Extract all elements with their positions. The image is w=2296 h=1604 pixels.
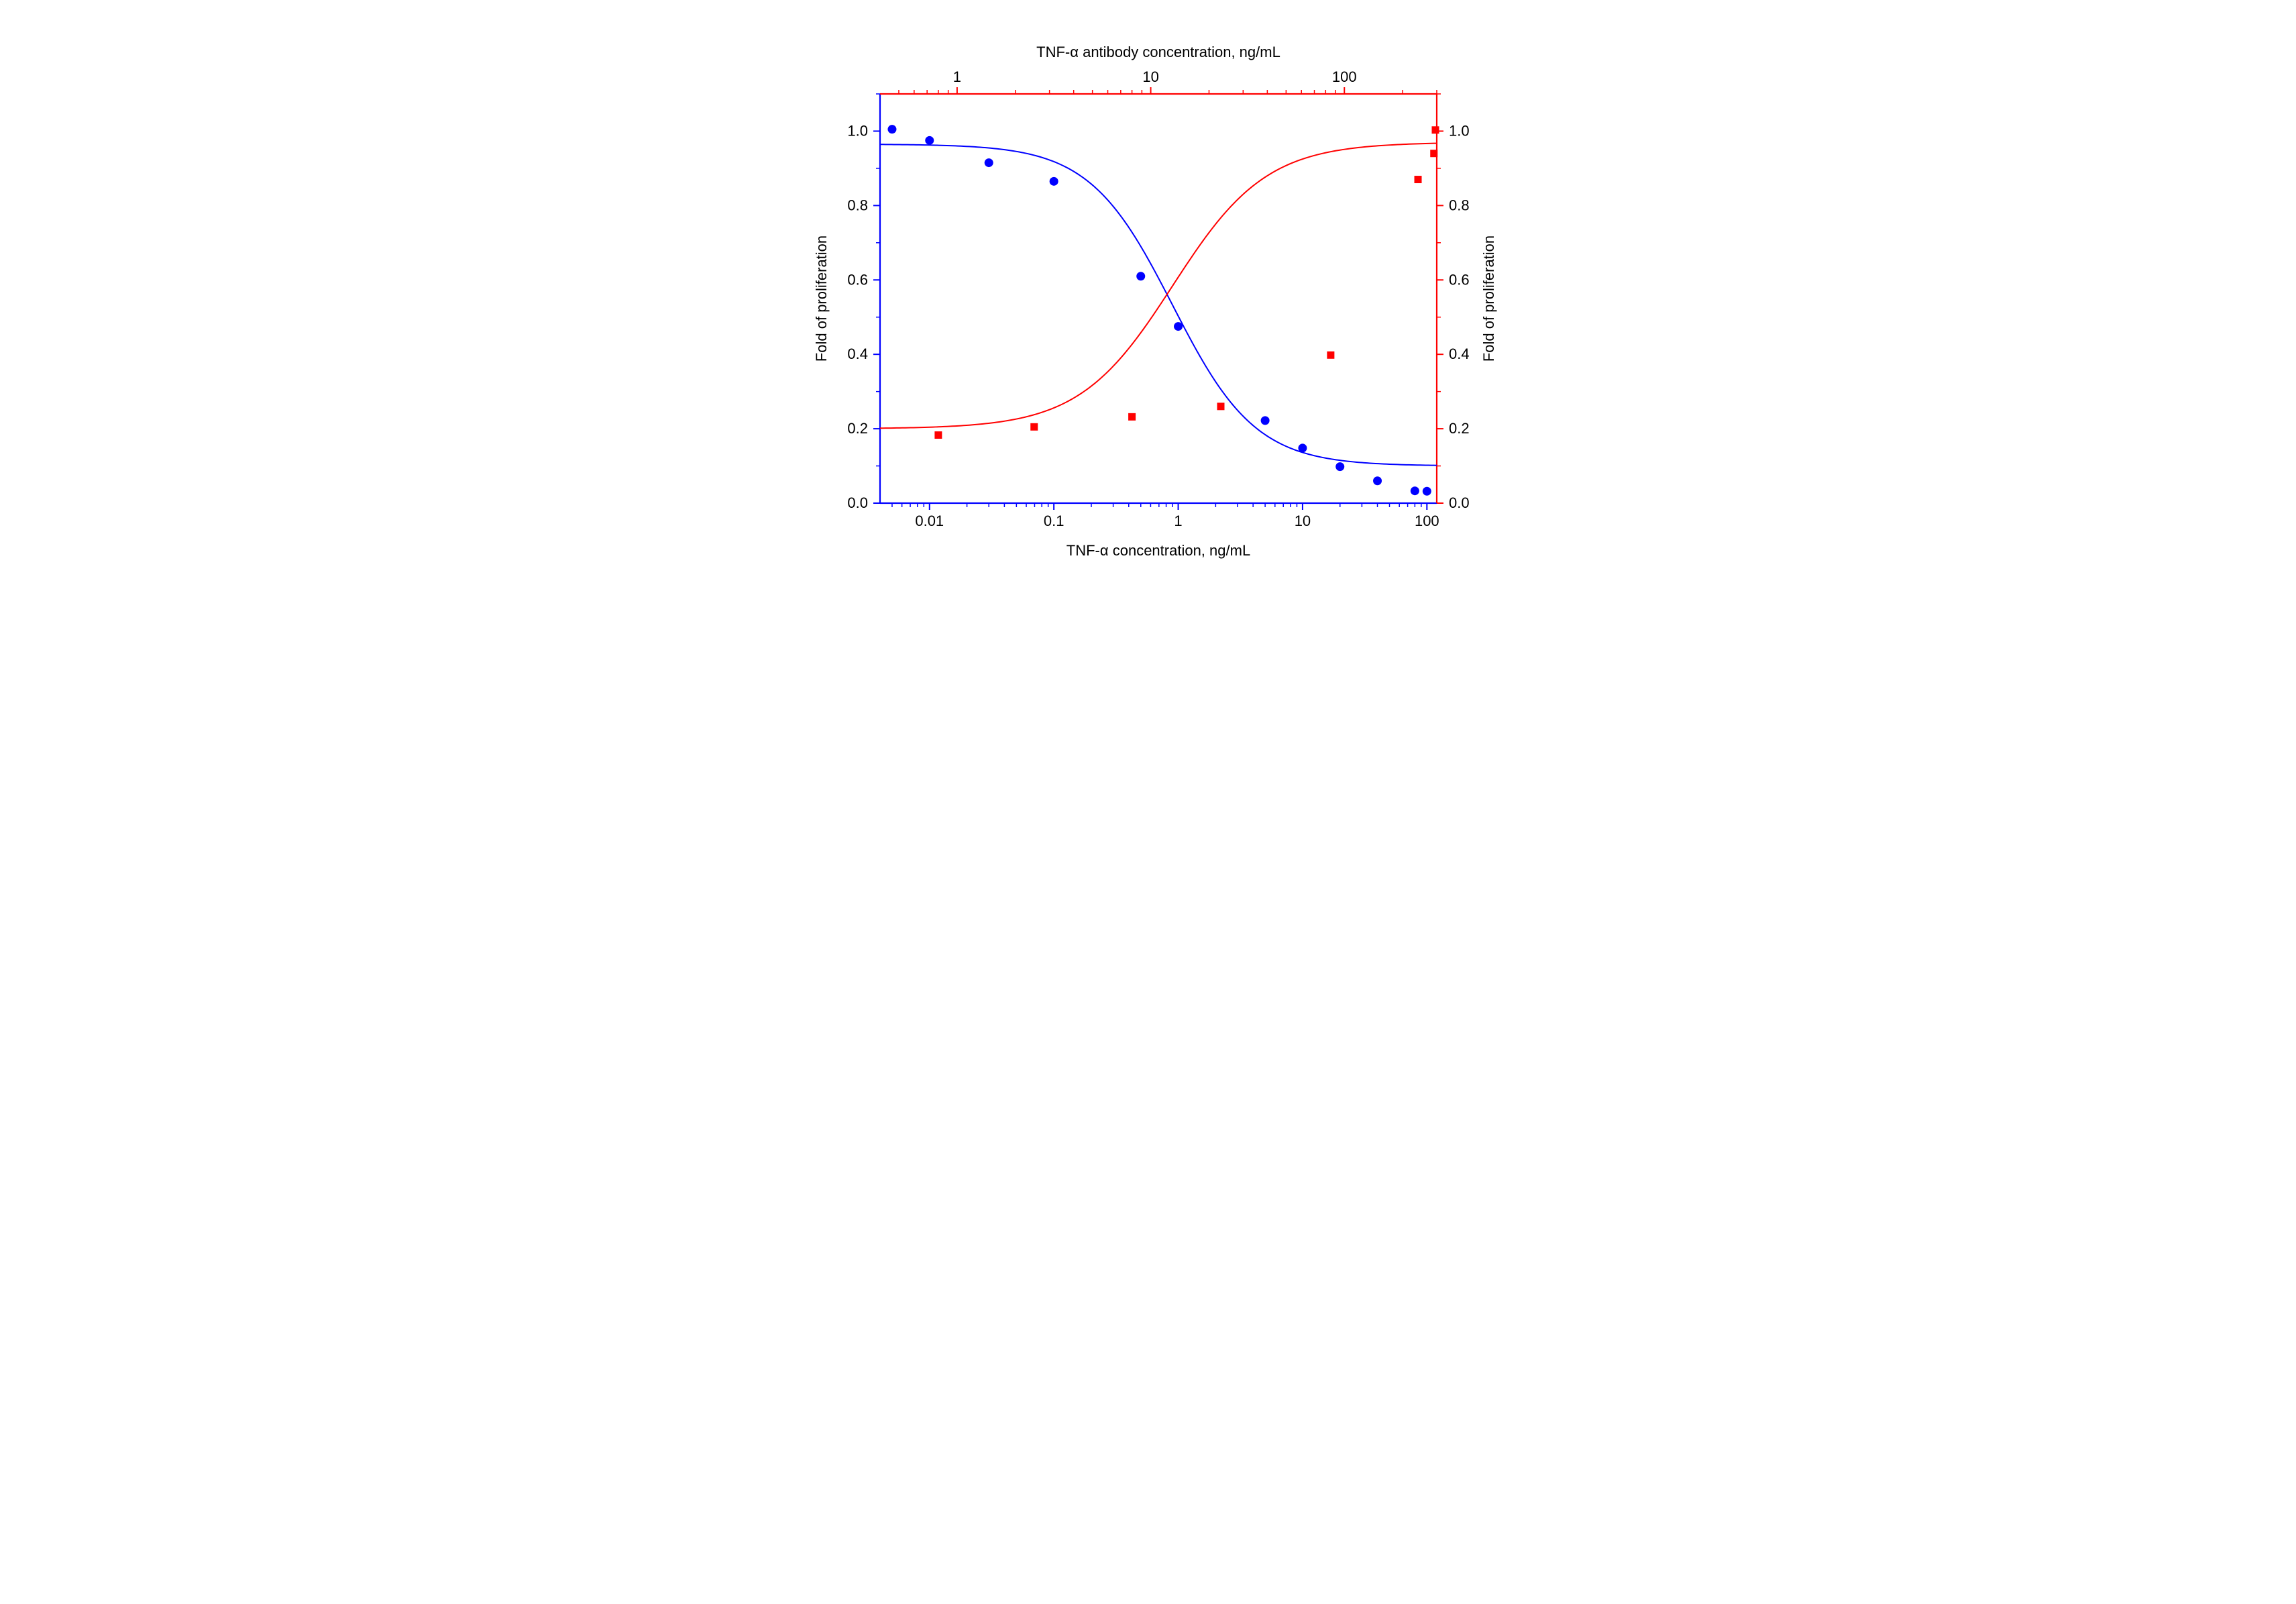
blue-data-point xyxy=(1373,476,1382,485)
top-tick-label: 10 xyxy=(1142,68,1158,85)
red-data-point xyxy=(1128,413,1136,421)
left-tick-label: 1.0 xyxy=(847,122,868,139)
blue-data-point xyxy=(1410,486,1419,495)
top-axis-label: TNF-α antibody concentration, ng/mL xyxy=(1036,44,1280,60)
dose-response-chart: 0.01 0.1 1 10 100 1 10 100 0.0 0.2 0.4 0.6 0.8 1.0 0.0… xyxy=(746,27,1551,589)
blue-data-point xyxy=(1335,462,1344,471)
right-tick-label: 0.6 xyxy=(1449,271,1470,288)
left-tick-label: 0.8 xyxy=(847,197,868,213)
blue-data-point xyxy=(984,158,993,167)
right-tick-label: 0.2 xyxy=(1449,420,1470,437)
blue-data-point xyxy=(1260,416,1269,425)
left-tick-label: 0.0 xyxy=(847,494,868,511)
left-tick-label: 0.4 xyxy=(847,345,868,362)
red-data-point xyxy=(1414,176,1421,183)
bottom-tick-label: 1 xyxy=(1174,513,1182,529)
left-tick-label: 0.6 xyxy=(847,271,868,288)
blue-data-point xyxy=(1136,272,1145,280)
red-data-point xyxy=(1327,352,1334,359)
right-tick-label: 0.0 xyxy=(1449,494,1470,511)
blue-data-point xyxy=(1422,487,1431,496)
right-tick-label: 0.4 xyxy=(1449,345,1470,362)
right-tick-label: 0.8 xyxy=(1449,197,1470,213)
blue-data-point xyxy=(925,136,934,145)
blue-data-point xyxy=(887,125,896,133)
blue-data-point xyxy=(1049,177,1058,186)
bottom-axis-label: TNF-α concentration, ng/mL xyxy=(1066,542,1250,559)
left-tick-label: 0.2 xyxy=(847,420,868,437)
red-data-point xyxy=(1030,423,1038,431)
chart-container: 0.01 0.1 1 10 100 1 10 100 0.0 0.2 0.4 0.6 0.8 1.0 0.0… xyxy=(746,27,1551,589)
red-data-point xyxy=(1430,150,1437,157)
right-axis-label: Fold of proliferation xyxy=(1480,235,1497,362)
right-tick-label: 1.0 xyxy=(1449,122,1470,139)
left-axis-label: Fold of proliferation xyxy=(813,235,830,362)
red-data-point xyxy=(1217,403,1224,410)
red-data-point xyxy=(1431,126,1439,133)
blue-data-point xyxy=(1298,443,1307,452)
top-tick-label: 1 xyxy=(952,68,961,85)
blue-data-point xyxy=(1174,322,1183,331)
bottom-tick-label: 0.01 xyxy=(915,513,944,529)
bottom-tick-label: 100 xyxy=(1414,513,1439,529)
red-data-point xyxy=(934,431,942,439)
bottom-tick-label: 0.1 xyxy=(1043,513,1064,529)
bottom-tick-label: 10 xyxy=(1294,513,1310,529)
top-tick-label: 100 xyxy=(1331,68,1356,85)
